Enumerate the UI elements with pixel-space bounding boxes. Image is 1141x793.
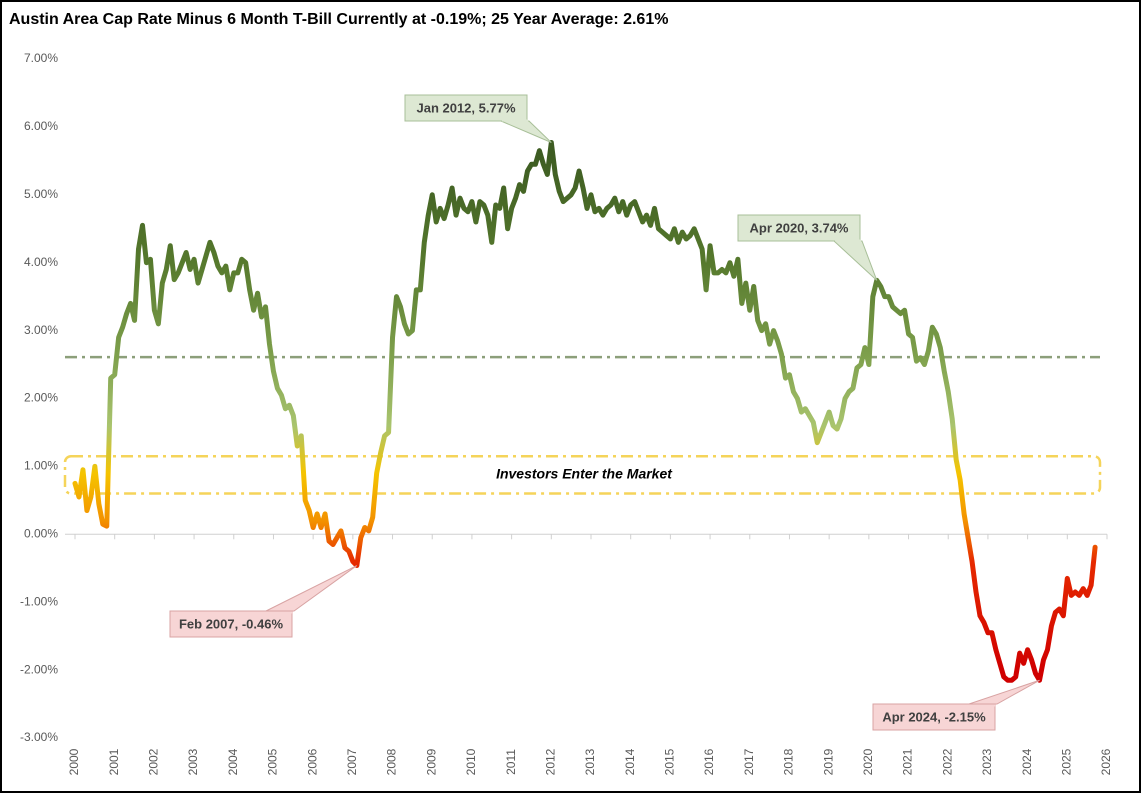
y-tick-label: 2.00% [24,391,58,405]
x-tick-label: 2025 [1059,748,1073,775]
y-tick-label: 4.00% [24,255,58,269]
x-tick-label: 2017 [742,748,756,775]
x-tick-label: 2026 [1099,748,1113,775]
y-tick-label: 5.00% [24,187,58,201]
x-tick-label: 2020 [861,748,875,775]
annotation-label: Apr 2024, -2.15% [882,709,986,724]
x-tick-label: 2012 [543,748,557,775]
x-tick-label: 2023 [980,748,994,775]
annotation-label: Feb 2007, -0.46% [179,616,283,631]
x-tick-label: 2005 [266,748,280,775]
x-tick-label: 2001 [107,748,121,775]
annotation-box [404,94,528,122]
annotation: Jan 2012, 5.77% [404,94,552,143]
annotation-box-cover [970,704,996,707]
x-tick-label: 2015 [663,748,677,775]
annotation-box-cover [267,611,293,614]
x-tick-label: 2007 [345,748,359,775]
y-tick-label: -2.00% [20,662,58,676]
annotation-box [169,610,293,638]
x-tick-label: 2003 [186,748,200,775]
annotation: Feb 2007, -0.46% [169,565,358,638]
y-tick-label: 0.00% [24,526,58,540]
y-tick-label: 7.00% [24,51,58,65]
y-tick-label: 1.00% [24,459,58,473]
annotation: Apr 2024, -2.15% [872,679,1040,731]
x-tick-label: 2006 [305,748,319,775]
chart-title: Austin Area Cap Rate Minus 6 Month T-Bil… [9,11,668,28]
x-tick-label: 2021 [901,748,915,775]
x-tick-label: 2014 [623,748,637,775]
x-tick-label: 2011 [504,749,518,775]
x-tick-label: 2009 [424,748,438,775]
x-tick-label: 2004 [226,748,240,775]
x-tick-label: 2010 [464,748,478,775]
x-tick-label: 2019 [821,748,835,775]
annotation-box [737,214,861,242]
x-tick-label: 2000 [67,748,81,775]
x-tick-label: 2013 [583,748,597,775]
annotations: Jan 2012, 5.77% Apr 2020, 3.74% Feb 2007, … [169,94,1040,731]
y-tick-label: 6.00% [24,119,58,133]
x-tick-label: 2022 [940,748,954,775]
annotation-label: Apr 2020, 3.74% [749,220,848,235]
y-tick-label: 3.00% [24,323,58,337]
annotation-box-cover [502,119,528,122]
band-label: Investors Enter the Market [496,466,673,482]
y-tick-label: -1.00% [20,594,58,608]
annotation-box [872,703,996,731]
x-tick-label: 2002 [147,748,161,775]
market-entry-band [63,454,1102,495]
plot: Investors Enter the Market [63,140,1102,683]
x-tick-label: 2024 [1020,748,1034,775]
y-tick-label: -3.00% [20,730,58,744]
x-tick-label: 2008 [385,748,399,775]
annotation: Apr 2020, 3.74% [737,214,878,281]
x-tick-label: 2018 [782,748,796,775]
annotation-label: Jan 2012, 5.77% [416,100,515,115]
data-line [72,140,1098,683]
x-tick-label: 2016 [702,748,716,775]
axes: -3.00% -2.00% -1.00% 0.00% 1.00% 2.00% 3.00% 4.… [20,51,1113,775]
annotation-box-cover [835,239,861,242]
